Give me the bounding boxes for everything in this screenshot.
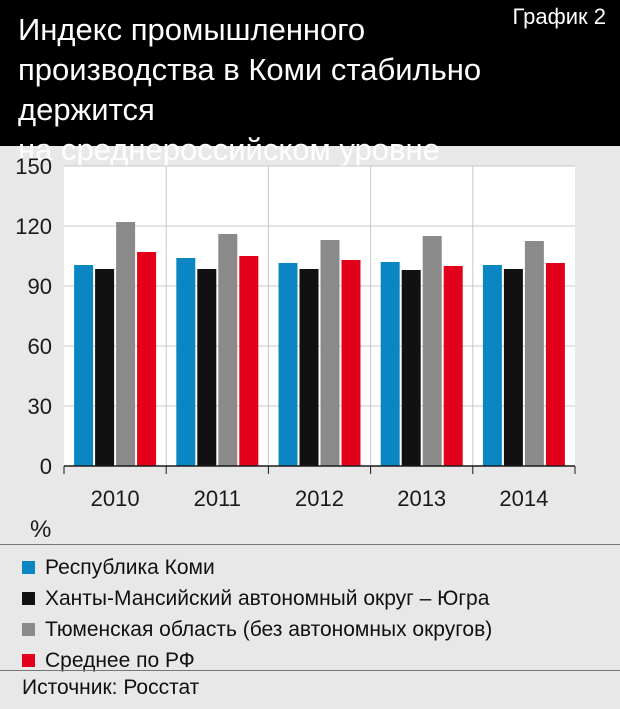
bar: [197, 269, 217, 466]
x-tick-label: 2010: [91, 486, 140, 511]
chart-legend: Республика Коми Ханты-Мансийский автономн…: [22, 552, 492, 676]
legend-label: Среднее по РФ: [45, 648, 195, 672]
bar: [137, 252, 157, 466]
legend-swatch: [22, 623, 35, 636]
bar: [380, 262, 400, 466]
chart-title: Индекс промышленного производства в Коми…: [18, 10, 558, 170]
bar: [278, 263, 298, 466]
legend-label: Тюменская область (без автономных округо…: [45, 617, 493, 641]
legend-swatch: [22, 654, 35, 667]
chart-title-line-3: на среднероссийском уровне: [18, 132, 440, 167]
bar: [503, 269, 523, 466]
y-tick-label: 90: [28, 274, 52, 299]
bar: [116, 222, 136, 466]
source-divider: [0, 670, 620, 671]
source-note: Источник: Росстат: [22, 676, 200, 699]
legend-divider: [0, 544, 620, 545]
legend-label: Ханты-Мансийский автономный округ – Югра: [45, 586, 490, 610]
x-tick-label: 2011: [194, 486, 241, 511]
bar: [524, 241, 544, 466]
bar: [95, 269, 115, 466]
legend-swatch: [22, 561, 35, 574]
chart-header: График 2 Индекс промышленного производст…: [0, 0, 620, 167]
bar: [320, 240, 340, 466]
bar: [176, 258, 196, 466]
x-tick-label: 2012: [295, 486, 344, 511]
legend-item: Республика Коми: [22, 552, 492, 583]
y-tick-label: 150: [15, 154, 52, 179]
legend-label: Республика Коми: [45, 555, 215, 579]
bar: [422, 236, 442, 466]
bar: [443, 266, 463, 466]
y-tick-label: 60: [28, 334, 52, 359]
chart-title-line-2: производства в Коми стабильно держится: [18, 52, 482, 127]
legend-swatch: [22, 592, 35, 605]
y-tick-label: 0: [40, 454, 52, 479]
y-tick-label: 120: [15, 214, 52, 239]
unit-label: %: [30, 516, 52, 543]
y-tick-label: 30: [28, 394, 52, 419]
chart-number: График 2: [512, 4, 606, 29]
bar: [482, 265, 502, 466]
bar-chart: 0 30 60 90 120 150 2010 2011 2012 2013 2014: [15, 154, 576, 511]
legend-item: Ханты-Мансийский автономный округ – Югра: [22, 583, 492, 614]
bar: [401, 270, 421, 466]
bar: [239, 256, 259, 466]
bar: [74, 265, 94, 466]
bar: [341, 260, 361, 466]
bar: [545, 263, 565, 466]
x-tick-label: 2013: [397, 486, 446, 511]
bar: [218, 234, 238, 466]
chart-title-line-1: Индекс промышленного: [18, 12, 366, 47]
legend-item: Среднее по РФ: [22, 645, 492, 676]
bar: [299, 269, 319, 466]
x-tick-label: 2014: [499, 486, 548, 511]
legend-item: Тюменская область (без автономных округо…: [22, 614, 492, 645]
